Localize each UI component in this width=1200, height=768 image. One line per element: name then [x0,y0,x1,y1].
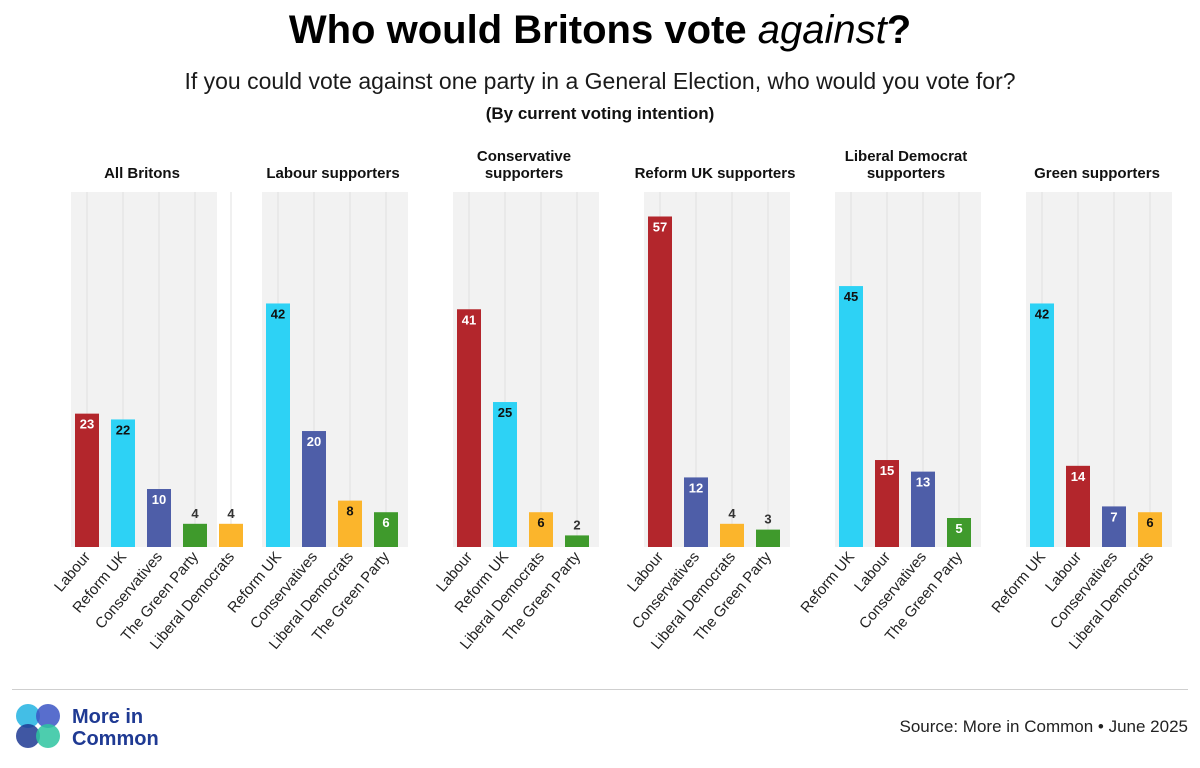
logo-line-2: Common [72,728,159,750]
panel-labour-supporters-bar-liberal-democrats [338,500,362,547]
panel-all-britons-title: All Britons [104,165,180,182]
panel-green-supporters-value-label: 42 [1035,306,1049,321]
panel-labour-supporters-title: Labour supporters [266,165,399,182]
panel-liberal-democrat-supporters-value-label: 45 [844,289,858,304]
panel-all-britons-value-label: 10 [152,492,166,507]
panel-conservative-supporters-value-label: 6 [537,515,544,530]
panel-liberal-democrat-supporters-bar-labour [875,460,899,547]
logo-line-1: More in [72,706,144,728]
panel-reform-uk-supporters-bar-conservatives [684,477,708,547]
panel-all-britons-value-label: 4 [227,506,235,521]
panel-labour-supporters-bar-the-green-party [374,512,398,547]
panel-labour-supporters-value-label: 8 [346,504,353,519]
chart-subtitle: If you could vote against one party in a… [184,68,1016,94]
panel-conservative-supporters-bar-reform-uk [493,402,517,547]
panel-reform-uk-supporters-value-label: 12 [689,480,703,495]
panel-green-supporters-bar-reform-uk [1030,303,1054,547]
chart-title: Who would Britons vote against? [0,8,1200,53]
panel-conservative-supporters-value-label: 41 [462,312,476,327]
panel-green-supporters-category-label: Reform UK [988,549,1049,617]
panel-liberal-democrat-supporters-category-label: Reform UK [797,549,858,617]
panel-all-britons-value-label: 4 [191,506,199,521]
panel-reform-uk-supporters-value-label: 3 [764,512,771,527]
panel-green-supporters-title: Green supporters [1034,165,1160,182]
panel-green-supporters-bar-labour [1066,465,1090,547]
panel-labour-supporters-value-label: 42 [271,306,285,321]
panel-liberal-democrat-supporters-value-label: 5 [955,521,962,536]
panel-conservative-supporters-value-label: 25 [498,405,512,420]
panel-green-supporters-value-label: 7 [1110,509,1117,524]
panel-all-britons-bar-labour [75,413,99,547]
panel-reform-uk-supporters-bar-labour [648,216,672,547]
panel-conservative-supporters-title: Conservative supporters [477,148,571,182]
title-emphasis: against [757,8,887,52]
title-main: Who would Britons vote [288,8,758,52]
panel-all-britons-bar-conservatives [147,489,171,547]
panel-reform-uk-supporters-value-label: 4 [728,506,736,521]
panel-conservative-supporters-bar-labour [457,309,481,547]
panel-reform-uk-supporters-title: Reform UK supporters [635,165,796,182]
panel-green-supporters-bar-liberal-democrats [1138,512,1162,547]
panel-labour-supporters-bar-conservatives [302,431,326,547]
chart-note: (By current voting intention) [485,104,715,123]
panel-liberal-democrat-supporters-bar-conservatives [911,471,935,547]
title-end: ? [886,8,912,52]
panel-liberal-democrat-supporters-value-label: 13 [916,475,930,490]
panel-reform-uk-supporters-bar-liberal-democrats [720,523,744,547]
logo-wordmark: More in Common [72,706,159,750]
panel-all-britons-value-label: 22 [116,422,130,437]
panel-green-supporters-value-label: 6 [1146,515,1153,530]
panel-labour-supporters-value-label: 6 [382,515,389,530]
panel-labour-supporters-value-label: 20 [307,434,321,449]
panel-all-britons-bar-reform-uk [111,419,135,547]
panel-liberal-democrat-supporters-bar-the-green-party [947,518,971,547]
panel-all-britons-bar-the-green-party [183,523,207,547]
panel-conservative-supporters-bar-the-green-party [565,535,589,547]
panel-reform-uk-supporters-value-label: 57 [653,219,667,234]
panel-all-britons-value-label: 23 [80,417,94,432]
panel-reform-uk-supporters-bar-the-green-party [756,529,780,547]
footer-divider [12,689,1188,690]
panel-all-britons-bar-liberal-democrats [219,523,243,547]
panel-liberal-democrat-supporters-title: Liberal Democrat supporters [845,148,968,182]
source-note: Source: More in Common • June 2025 [899,717,1189,736]
panel-green-supporters-bar-conservatives [1102,506,1126,547]
panel-liberal-democrat-supporters-value-label: 15 [880,463,894,478]
panel-liberal-democrat-supporters-bar-reform-uk [839,286,863,547]
panel-green-supporters-value-label: 14 [1071,469,1086,484]
panel-conservative-supporters-bar-liberal-democrats [529,512,553,547]
more-in-common-logo-icon [16,704,60,748]
panel-labour-supporters-bar-reform-uk [266,303,290,547]
panel-conservative-supporters-value-label: 2 [573,517,580,532]
